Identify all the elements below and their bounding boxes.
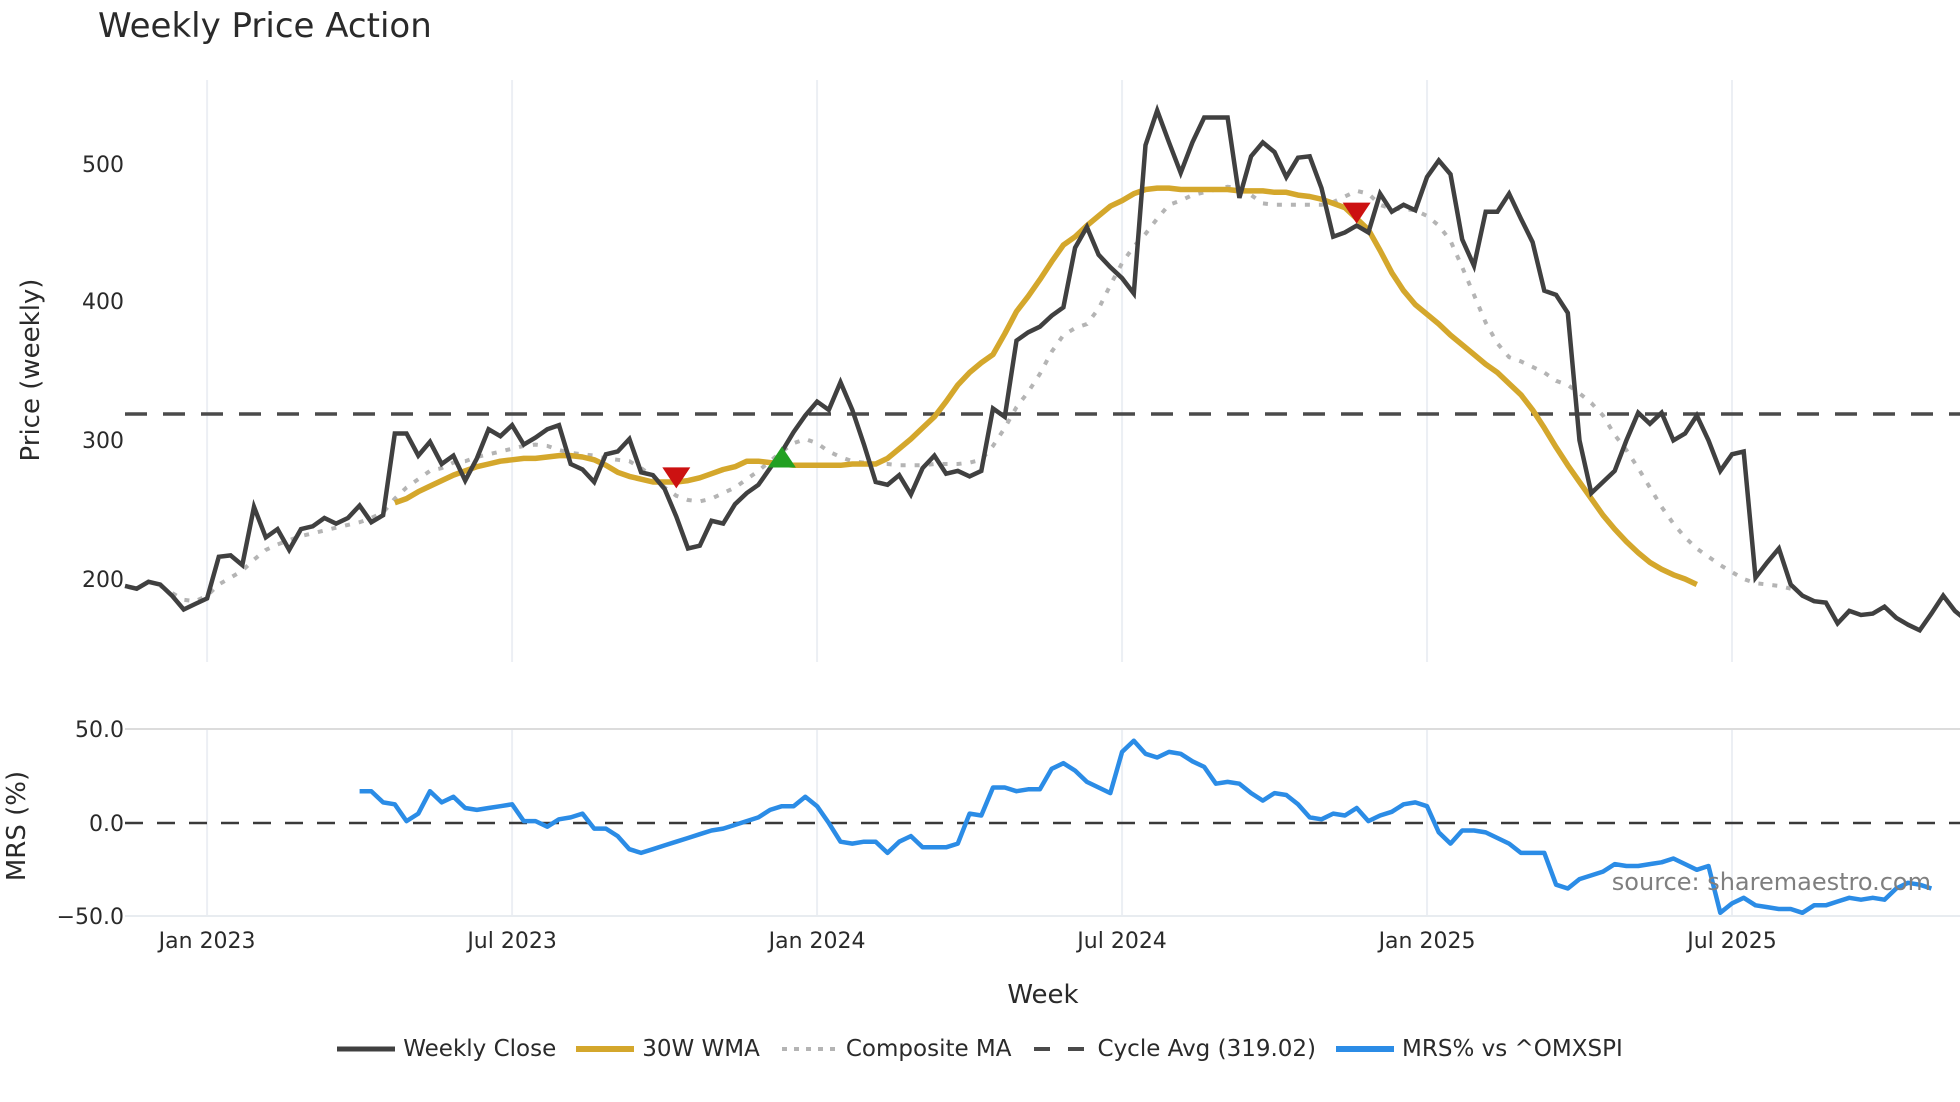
x-tick-label: Jan 2024 <box>767 929 866 954</box>
solid-line-swatch-icon <box>576 1046 635 1052</box>
legend-label: 30W WMA <box>642 1036 760 1062</box>
dashed-line-swatch-icon <box>1033 1047 1090 1051</box>
buy-signal-triangle-up-icon <box>767 446 796 468</box>
composite-ma-line <box>159 184 1792 604</box>
signal-markers <box>662 202 1371 489</box>
legend-label: Weekly Close <box>403 1036 557 1062</box>
legend-item-weekly-close[interactable]: Weekly Close <box>337 1036 556 1062</box>
x-tick-label: Jul 2023 <box>465 929 557 954</box>
x-axis-ticks: Jan 2023 Jul 2023 Jan 2024 Jul 2024 Jan … <box>157 929 1777 954</box>
x-axis-title: Week <box>1007 980 1078 1010</box>
price-axis-title: Price (weekly) <box>16 279 46 462</box>
mrs-line <box>359 738 1933 916</box>
solid-line-swatch-icon <box>1336 1046 1395 1052</box>
x-tick-label: Jan 2023 <box>157 929 256 954</box>
x-tick-label: Jan 2025 <box>1377 929 1476 954</box>
price-tick-400: 400 <box>82 290 124 315</box>
legend-item-composite-ma[interactable]: Composite MA <box>780 1036 1012 1062</box>
mrs-axis-title: MRS (%) <box>2 771 32 881</box>
dotted-line-swatch-icon <box>781 1047 838 1051</box>
price-tick-200: 200 <box>82 568 124 593</box>
price-tick-300: 300 <box>82 429 124 454</box>
x-tick-label: Jul 2024 <box>1075 929 1167 954</box>
chart-title: Weekly Price Action <box>98 6 432 46</box>
weekly-close-line <box>124 103 1960 634</box>
wma-30w-line <box>393 185 1698 587</box>
sell-signal-triangle-down-icon <box>1342 202 1371 224</box>
legend-label: Composite MA <box>845 1036 1012 1062</box>
legend-item-30w-wma[interactable]: 30W WMA <box>576 1036 760 1062</box>
sell-signal-triangle-down-icon <box>662 467 691 489</box>
legend-item-mrs[interactable]: MRS% vs ^OMXSPI <box>1336 1036 1623 1062</box>
legend-label: Cycle Avg (319.02) <box>1097 1036 1317 1062</box>
solid-line-swatch-icon <box>337 1046 396 1052</box>
legend-item-cycle-avg[interactable]: Cycle Avg (319.02) <box>1032 1036 1317 1062</box>
legend-label: MRS% vs ^OMXSPI <box>1402 1036 1623 1062</box>
price-tick-500: 500 <box>82 153 124 178</box>
x-tick-label: Jul 2025 <box>1685 929 1777 954</box>
legend: Weekly Close 30W WMA Composite MA Cycle … <box>0 1036 1960 1062</box>
mrs-tick-neg50: −50.0 <box>57 905 124 930</box>
source-watermark: source: sharemaestro.com <box>1612 868 1931 896</box>
mrs-tick-0: 0.0 <box>89 812 124 837</box>
mrs-tick-50: 50.0 <box>75 718 124 743</box>
